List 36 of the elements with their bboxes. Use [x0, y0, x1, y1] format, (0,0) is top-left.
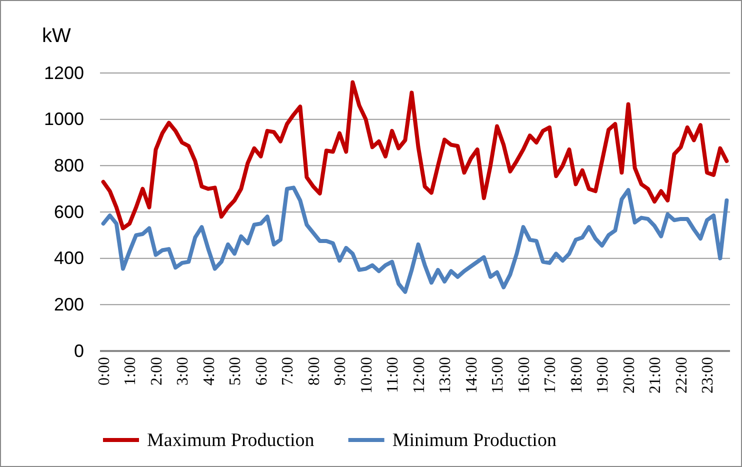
- x-tick-label: 17:00: [542, 357, 560, 394]
- x-tick-label: 2:00: [148, 357, 166, 386]
- x-tick-label: 6:00: [253, 357, 270, 386]
- y-tick-label: 200: [54, 294, 84, 314]
- legend-label: Minimum Production: [392, 430, 557, 451]
- legend-label: Maximum Production: [147, 430, 315, 451]
- x-tick-label: 22:00: [673, 357, 690, 394]
- y-tick-label: 400: [54, 248, 84, 268]
- x-tick-label: 19:00: [594, 357, 612, 394]
- y-tick-label: 1000: [44, 109, 84, 130]
- x-tick-label: 16:00: [516, 357, 533, 394]
- x-tick-label: 8:00: [306, 357, 323, 386]
- x-tick-label: 23:00: [700, 357, 717, 394]
- y-tick-label: 800: [54, 155, 84, 176]
- y-tick-label: 1200: [44, 62, 84, 83]
- x-tick-label: 20:00: [620, 357, 638, 394]
- x-tick-label: 13:00: [437, 357, 454, 394]
- x-tick-label: 18:00: [568, 357, 586, 394]
- x-tick-label: 1:00: [122, 357, 140, 386]
- line-series: [101, 186, 729, 294]
- x-tick-label: 5:00: [227, 357, 244, 386]
- x-tick-label: 0:00: [96, 357, 113, 386]
- x-tick-label: 12:00: [410, 357, 428, 394]
- x-tick-label: 3:00: [174, 357, 192, 386]
- x-tick-label: 11:00: [384, 357, 402, 393]
- line-series: [101, 80, 729, 230]
- y-axis-title: kW: [42, 25, 71, 47]
- x-tick-label: 21:00: [647, 357, 664, 394]
- y-tick-label: 0: [74, 340, 84, 361]
- y-tick-label: 600: [54, 202, 84, 222]
- x-tick-label: 14:00: [463, 357, 480, 394]
- x-tick-label: 10:00: [358, 357, 376, 394]
- x-tick-label: 9:00: [332, 357, 350, 386]
- x-tick-label: 15:00: [490, 357, 507, 394]
- x-tick-label: 7:00: [280, 357, 297, 386]
- x-tick-label: 4:00: [200, 357, 218, 386]
